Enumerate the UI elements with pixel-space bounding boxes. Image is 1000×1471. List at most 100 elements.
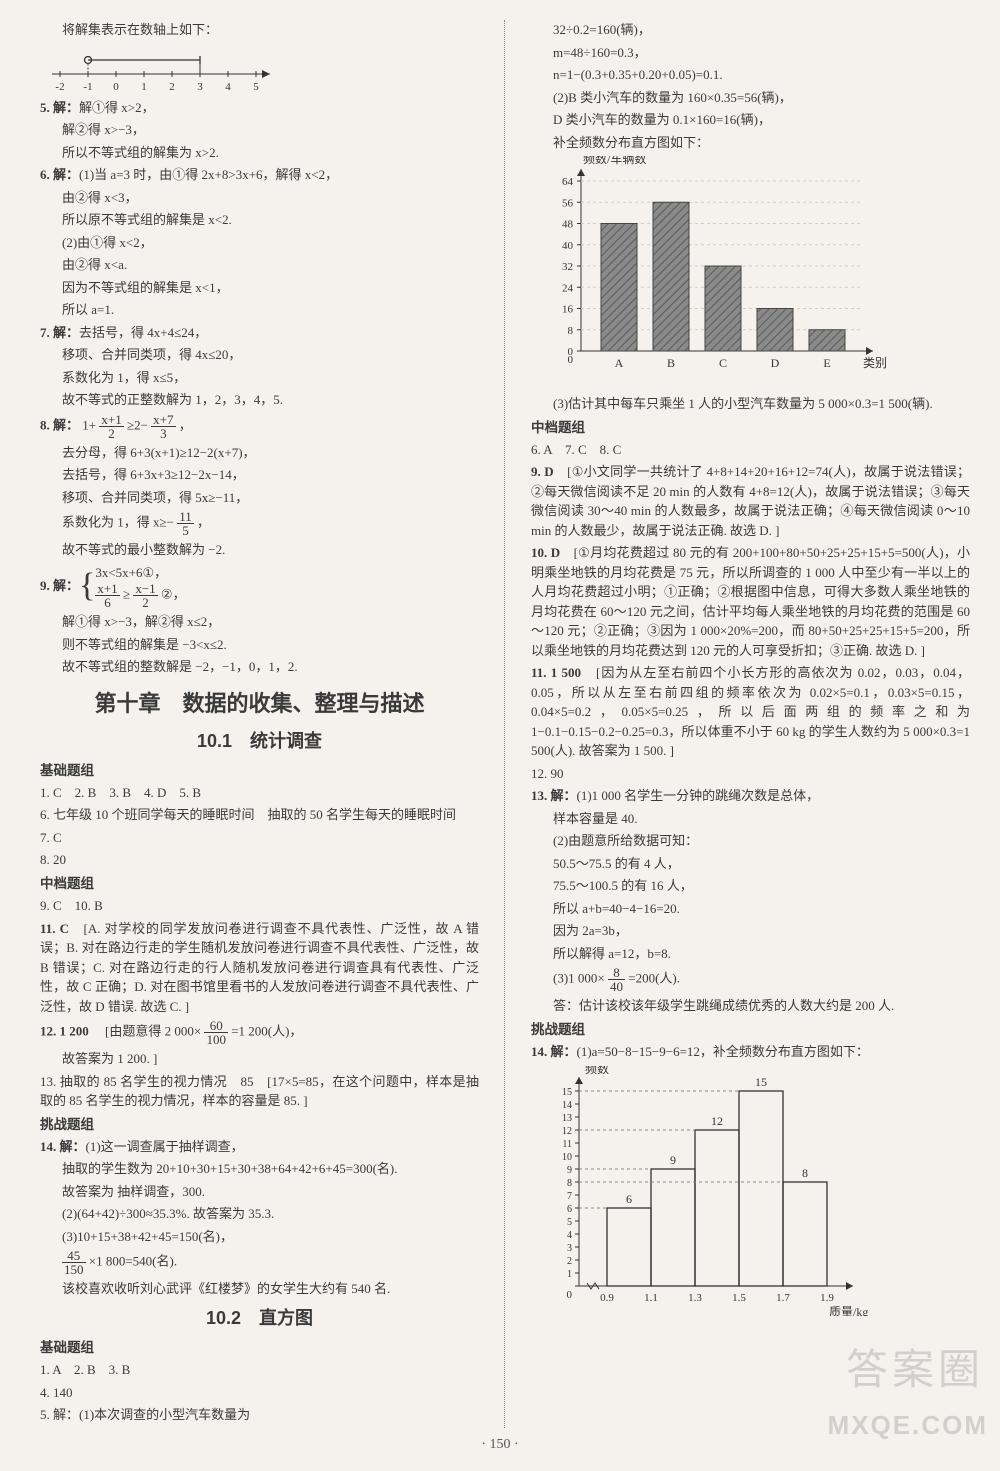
answers: 1. C 2. B 3. B 4. D 5. B (40, 783, 479, 803)
q7: 7. 解：去括号，得 4x+4≤24， (40, 323, 479, 343)
svg-text:1.3: 1.3 (688, 1292, 702, 1304)
svg-text:8: 8 (567, 325, 573, 337)
text: n=1−(0.3+0.35+0.20+0.05)=0.1. (531, 65, 970, 85)
group-title: 挑战题组 (531, 1020, 970, 1040)
text: 4. 140 (40, 1383, 479, 1403)
text: 8. 20 (40, 850, 479, 870)
svg-text:2: 2 (169, 81, 175, 90)
svg-text:频数/车辆数: 频数/车辆数 (583, 156, 646, 166)
text: 50.5～75.5 的有 4 人， (531, 854, 970, 874)
text: 因为 2a=3b， (531, 921, 970, 941)
svg-text:12: 12 (562, 1126, 572, 1137)
text: 5. 解：(1)本次调查的小型汽车数量为 (40, 1405, 479, 1425)
svg-text:类别: 类别 (863, 356, 887, 370)
svg-text:D: D (771, 356, 780, 370)
column-divider (504, 20, 506, 1428)
text: 抽取的学生数为 20+10+30+15+30+38+64+42+6+45=300… (40, 1159, 479, 1179)
text: (3)1 000× 840 =200(人). (531, 966, 970, 993)
q9: 9. 解： { 3x<5x+6①， x+16 ≥ x−12 ②， (40, 563, 479, 610)
text: 故答案为 抽样调查，300. (40, 1182, 479, 1202)
svg-text:7: 7 (567, 1191, 572, 1202)
svg-text:64: 64 (562, 176, 574, 188)
svg-text:质量/kg: 质量/kg (829, 1305, 868, 1316)
svg-text:0: 0 (566, 1289, 572, 1301)
right-column: 32÷0.2=160(辆)， m=48÷160=0.3， n=1−(0.3+0.… (531, 20, 970, 1428)
text: 故答案为 1 200. ] (40, 1049, 479, 1069)
svg-text:24: 24 (562, 282, 574, 294)
answers: 6. A 7. C 8. C (531, 440, 970, 460)
text: 故不等式的正整数解为 1，2，3，4，5. (40, 390, 479, 410)
text: 所以原不等式组的解集是 x<2. (40, 210, 479, 230)
svg-text:0.9: 0.9 (600, 1292, 614, 1304)
answers: 9. C 10. B (40, 896, 479, 916)
q6: 6. 解：(1)当 a=3 时，由①得 2x+8>3x+6，解得 x<2， (40, 165, 479, 185)
text: 由②得 x<3， (40, 188, 479, 208)
svg-text:B: B (667, 356, 675, 370)
text: 由②得 x<a. (40, 255, 479, 275)
svg-text:40: 40 (562, 240, 574, 252)
watermark: MXQE.COM (828, 1406, 988, 1445)
svg-text:4: 4 (567, 1230, 572, 1241)
answers: 1. A 2. B 3. B (40, 1360, 479, 1380)
svg-text:56: 56 (562, 197, 574, 209)
q12: 12. 1 200 [由题意得 2 000× 60100 =1 200(人)， (40, 1019, 479, 1046)
q13: 13. 抽取的 85 名学生的视力情况 85 [17×5=85，在这个问题中，样… (40, 1072, 479, 1111)
svg-text:1.5: 1.5 (732, 1292, 746, 1304)
svg-text:E: E (823, 356, 830, 370)
text: 32÷0.2=160(辆)， (531, 20, 970, 40)
q11: 11. C [A. 对学校的同学发放问卷进行调查不具代表性、广泛性，故 A 错误… (40, 919, 479, 1017)
svg-text:2: 2 (567, 1256, 572, 1267)
svg-text:3: 3 (197, 81, 203, 90)
svg-text:13: 13 (562, 1113, 572, 1124)
svg-text:0: 0 (113, 81, 119, 90)
text: 12. 90 (531, 764, 970, 784)
svg-text:9: 9 (670, 1153, 676, 1167)
text: 该校喜欢收听刘心武评《红楼梦》的女学生大约有 540 名. (40, 1279, 479, 1299)
text: (2)(64+42)÷300≈35.3%. 故答案为 35.3. (40, 1204, 479, 1224)
text: 补全频数分布直方图如下： (531, 133, 970, 153)
section-title: 10.2 直方图 (40, 1305, 479, 1332)
text: 去括号，得 6+3x+3≥12−2x−14， (40, 465, 479, 485)
q9: 9. D [①小文同学一共统计了 4+8+14+20+16+12=74(人)，故… (531, 462, 970, 540)
text: 将解集表示在数轴上如下： (40, 20, 479, 40)
svg-text:8: 8 (567, 1178, 572, 1189)
text: 45150 ×1 800=540(名). (40, 1249, 479, 1276)
text: 故不等式的最小整数解为 −2. (40, 540, 479, 560)
group-title: 中档题组 (531, 418, 970, 438)
text: 解①得 x>−3，解②得 x≤2， (40, 612, 479, 632)
text: 则不等式组的解集是 −3<x≤2. (40, 635, 479, 655)
svg-text:C: C (719, 356, 727, 370)
chapter-title: 第十章 数据的收集、整理与描述 (40, 687, 479, 720)
svg-text:16: 16 (562, 304, 574, 316)
text: 去分母，得 6+3(x+1)≥12−2(x+7)， (40, 443, 479, 463)
svg-text:5: 5 (567, 1217, 572, 1228)
svg-text:-1: -1 (83, 81, 92, 90)
text: D 类小汽车的数量为 0.1×160=16(辆)， (531, 110, 970, 130)
text: 故不等式组的整数解是 −2，−1，0，1，2. (40, 657, 479, 677)
text: 所以解得 a=12，b=8. (531, 944, 970, 964)
q5: 5. 解：解①得 x>2， (40, 98, 479, 118)
left-column: 将解集表示在数轴上如下： -2-1012345 5. 解：解①得 x>2， 解②… (40, 20, 479, 1428)
text: 系数化为 1，得 x≤5， (40, 368, 479, 388)
text: 移项、合并同类项，得 5x≥−11， (40, 488, 479, 508)
watermark: 答案圈 (846, 1338, 984, 1401)
text: 因为不等式组的解集是 x<1， (40, 278, 479, 298)
svg-text:0: 0 (567, 354, 573, 366)
svg-text:48: 48 (562, 219, 574, 231)
svg-text:1: 1 (141, 81, 147, 90)
group-title: 挑战题组 (40, 1115, 479, 1135)
svg-text:15: 15 (755, 1075, 767, 1089)
text: 75.5～100.5 的有 16 人， (531, 876, 970, 896)
q11: 11. 1 500 [因为从左至右前四个小长方形的高依次为 0.02，0.03，… (531, 663, 970, 761)
group-title: 中档题组 (40, 874, 479, 894)
text: (3)10+15+38+42+45=150(名)， (40, 1227, 479, 1247)
q8: 8. 解： 1+ x+12 ≥2− x+73 ， (40, 413, 479, 440)
svg-text:1.9: 1.9 (820, 1292, 834, 1304)
svg-text:8: 8 (802, 1166, 808, 1180)
svg-text:频数: 频数 (585, 1066, 609, 1076)
text: (2)由①得 x<2， (40, 233, 479, 253)
q14: 14. 解：(1)这一调查属于抽样调查， (40, 1137, 479, 1157)
group-title: 基础题组 (40, 1338, 479, 1358)
section-title: 10.1 统计调查 (40, 728, 479, 755)
bar-chart-1: 0816243240485664频数/车辆数ABCDE类别0 (531, 156, 970, 386)
